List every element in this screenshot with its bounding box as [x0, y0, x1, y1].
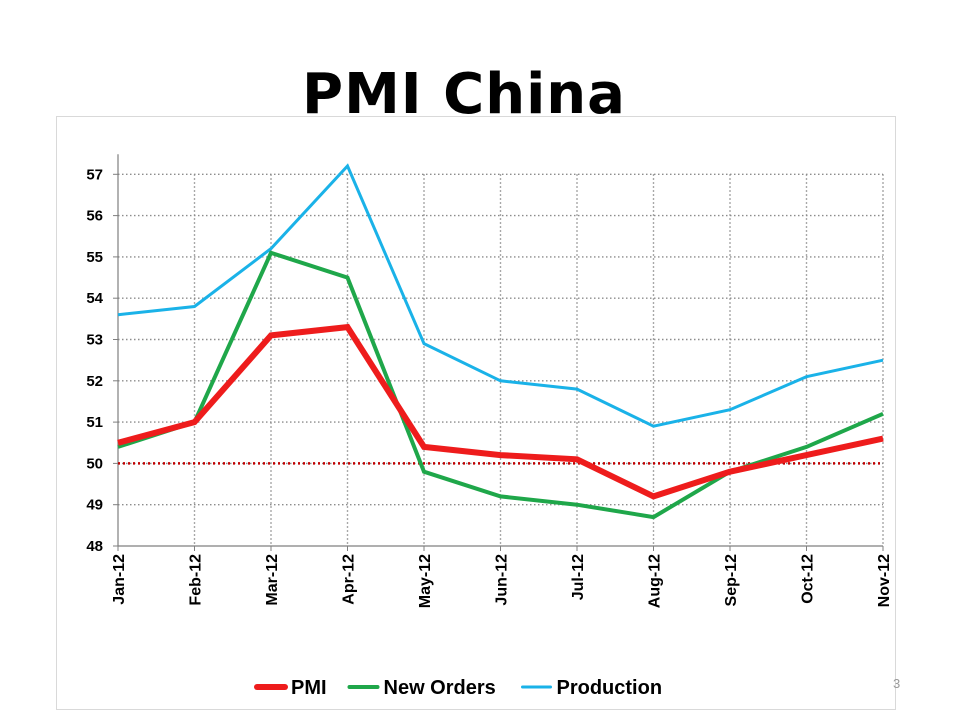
y-tick-label: 54	[86, 290, 103, 307]
pmi-line-chart: 48 49 50 51 52 53 54 55 56 57 Jan-12 Feb-12 Mar-12 A…	[86, 154, 893, 699]
y-tick-label: 55	[86, 249, 103, 266]
legend-label: New Orders	[384, 677, 496, 699]
y-tick-label: 53	[86, 332, 103, 349]
y-tick-label: 56	[86, 208, 103, 225]
x-tick-label: Mar-12	[264, 554, 281, 606]
series-line-pmi	[117, 323, 884, 500]
legend-label: PMI	[291, 677, 327, 699]
x-tick-label: Oct-12	[800, 554, 817, 604]
x-tick-label: Jun-12	[494, 554, 511, 606]
x-tick-label: May-12	[417, 554, 434, 608]
y-tick-label: 51	[86, 414, 103, 431]
x-tick-label: Sep-12	[723, 554, 740, 607]
legend-label: Production	[557, 677, 663, 699]
x-tick-label: Nov-12	[876, 554, 893, 607]
x-tick-label: Apr-12	[341, 554, 358, 605]
legend: PMI New Orders Production	[254, 677, 663, 699]
y-tick-labels: 48 49 50 51 52 53 54 55 56 57	[86, 166, 103, 555]
x-tick-label: Feb-12	[188, 554, 205, 606]
y-tick-label: 50	[86, 455, 103, 472]
legend-item-new-orders: New Orders	[347, 677, 496, 699]
y-tick-label: 49	[86, 497, 103, 514]
axes	[113, 154, 884, 551]
chart-frame: 48 49 50 51 52 53 54 55 56 57 Jan-12 Feb-12 Mar-12 A…	[56, 116, 896, 710]
legend-item-production: Production	[521, 677, 663, 699]
page-number: 3	[893, 676, 901, 691]
y-tick-label: 57	[86, 166, 103, 183]
series-line-production	[117, 163, 884, 428]
x-tick-label: Jan-12	[111, 554, 128, 605]
gridlines	[118, 173, 884, 546]
x-tick-label: Jul-12	[570, 554, 587, 600]
series-lines	[117, 163, 884, 520]
x-tick-labels: Jan-12 Feb-12 Mar-12 Apr-12 May-12 Jun-12 Jul-…	[111, 554, 893, 608]
y-tick-label: 48	[86, 538, 103, 555]
y-tick-label: 52	[86, 373, 103, 390]
x-tick-label: Aug-12	[647, 554, 664, 608]
series-line-new-orders	[117, 250, 884, 520]
legend-item-pmi: PMI	[254, 677, 327, 699]
